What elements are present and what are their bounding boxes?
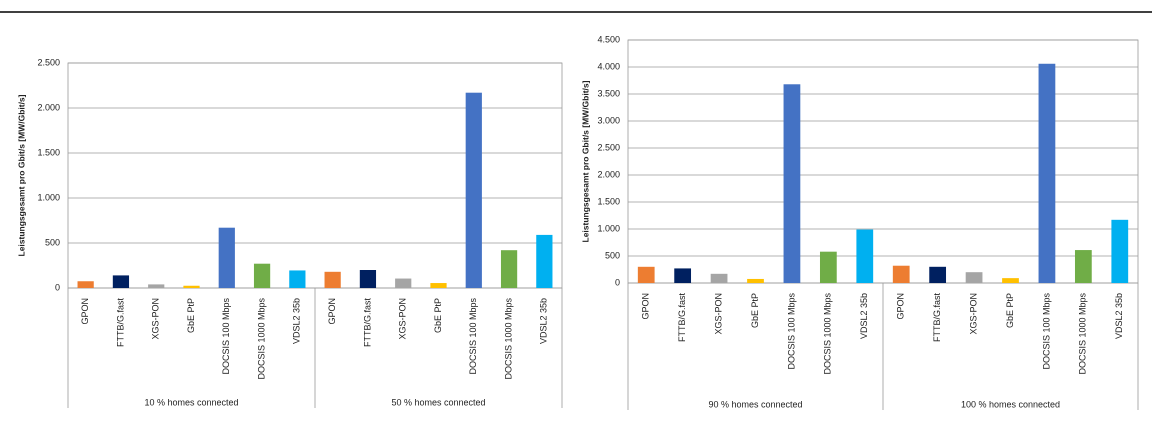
bar bbox=[637, 266, 655, 283]
bar bbox=[783, 84, 801, 283]
bar bbox=[395, 278, 412, 288]
bar bbox=[77, 281, 94, 288]
x-tick-label: VDSL2 35b bbox=[1114, 293, 1124, 339]
group-label: 90 % homes connected bbox=[708, 399, 802, 409]
y-tick-label: 2.000 bbox=[37, 102, 60, 112]
plot-frame bbox=[627, 39, 1139, 284]
bar bbox=[674, 268, 692, 283]
y-tick-label: 0 bbox=[615, 277, 620, 287]
bar bbox=[892, 265, 910, 283]
y-tick-label: 2.500 bbox=[37, 57, 60, 67]
bar bbox=[1002, 278, 1019, 283]
x-tick-label: VDSL2 35b bbox=[292, 298, 302, 344]
y-tick-label: 3.500 bbox=[597, 88, 620, 98]
bar bbox=[965, 272, 983, 283]
group-label: 50 % homes connected bbox=[391, 397, 485, 407]
bar bbox=[1074, 250, 1092, 283]
x-tick-label: GPON bbox=[80, 298, 90, 325]
x-tick-label: VDSL2 35b bbox=[859, 293, 869, 339]
x-tick-label: GPON bbox=[896, 293, 906, 320]
x-tick-label: XGS-PON bbox=[968, 293, 978, 335]
x-tick-label: DOCSIS 1000 Mbps bbox=[256, 298, 266, 380]
bar bbox=[324, 271, 341, 288]
x-tick-label: DOCSIS 1000 Mbps bbox=[823, 293, 833, 375]
bar bbox=[359, 270, 377, 288]
bar bbox=[710, 273, 728, 283]
x-tick-label: DOCSIS 1000 Mbps bbox=[1078, 293, 1088, 375]
bar bbox=[500, 250, 518, 288]
bar bbox=[856, 229, 874, 283]
y-tick-label: 4.000 bbox=[597, 61, 620, 71]
bar bbox=[819, 251, 837, 283]
y-tick-label: 1.500 bbox=[37, 147, 60, 157]
bar bbox=[218, 227, 235, 288]
bar bbox=[183, 285, 200, 288]
x-tick-label: GbE PtP bbox=[433, 298, 443, 333]
x-tick-label: DOCSIS 100 Mbps bbox=[221, 298, 231, 375]
x-tick-label: GbE PtP bbox=[1005, 293, 1015, 328]
y-tick-label: 2.000 bbox=[597, 169, 620, 179]
x-tick-label: FTTB/G.fast bbox=[362, 298, 372, 348]
y-tick-label: 1.000 bbox=[37, 192, 60, 202]
group-label: 10 % homes connected bbox=[144, 397, 238, 407]
y-tick-label: 1.000 bbox=[597, 223, 620, 233]
x-tick-label: XGS-PON bbox=[713, 293, 723, 335]
y-axis-title: Leistungsgesamt pro Gbit/s [MW/Gbit/s] bbox=[580, 80, 590, 242]
bar bbox=[536, 234, 553, 288]
bar bbox=[1111, 219, 1129, 283]
x-tick-label: DOCSIS 1000 Mbps bbox=[503, 298, 513, 380]
y-tick-label: 500 bbox=[605, 250, 620, 260]
x-tick-label: DOCSIS 100 Mbps bbox=[468, 298, 478, 375]
x-tick-label: DOCSIS 100 Mbps bbox=[1041, 293, 1051, 370]
group-label: 100 % homes connected bbox=[961, 399, 1060, 409]
x-tick-label: XGS-PON bbox=[151, 298, 161, 340]
x-tick-label: VDSL2 35b bbox=[539, 298, 549, 344]
bar bbox=[253, 263, 271, 288]
x-tick-label: FTTB/G.fast bbox=[115, 298, 125, 348]
x-tick-label: GPON bbox=[327, 298, 337, 325]
y-axis-title: Leistungsgesamt pro Gbit/s [MW/Gbit/s] bbox=[16, 94, 26, 256]
x-tick-label: DOCSIS 100 Mbps bbox=[786, 293, 796, 370]
plot-frame bbox=[67, 62, 563, 289]
x-tick-label: XGS-PON bbox=[398, 298, 408, 340]
bar bbox=[465, 92, 482, 288]
y-tick-label: 2.500 bbox=[597, 142, 620, 152]
y-tick-label: 3.000 bbox=[597, 115, 620, 125]
bar bbox=[289, 270, 306, 288]
bar bbox=[747, 278, 764, 283]
bar bbox=[112, 275, 130, 288]
y-tick-label: 0 bbox=[55, 282, 60, 292]
x-tick-label: GbE PtP bbox=[750, 293, 760, 328]
x-tick-label: GPON bbox=[641, 293, 651, 320]
y-tick-label: 4.500 bbox=[597, 34, 620, 44]
bar bbox=[929, 266, 947, 283]
y-tick-label: 1.500 bbox=[597, 196, 620, 206]
bar bbox=[1038, 63, 1056, 284]
bar bbox=[148, 284, 165, 288]
y-tick-label: 500 bbox=[45, 237, 60, 247]
x-tick-label: FTTB/G.fast bbox=[677, 293, 687, 343]
x-tick-label: GbE PtP bbox=[186, 298, 196, 333]
bar bbox=[430, 283, 447, 288]
x-tick-label: FTTB/G.fast bbox=[932, 293, 942, 343]
